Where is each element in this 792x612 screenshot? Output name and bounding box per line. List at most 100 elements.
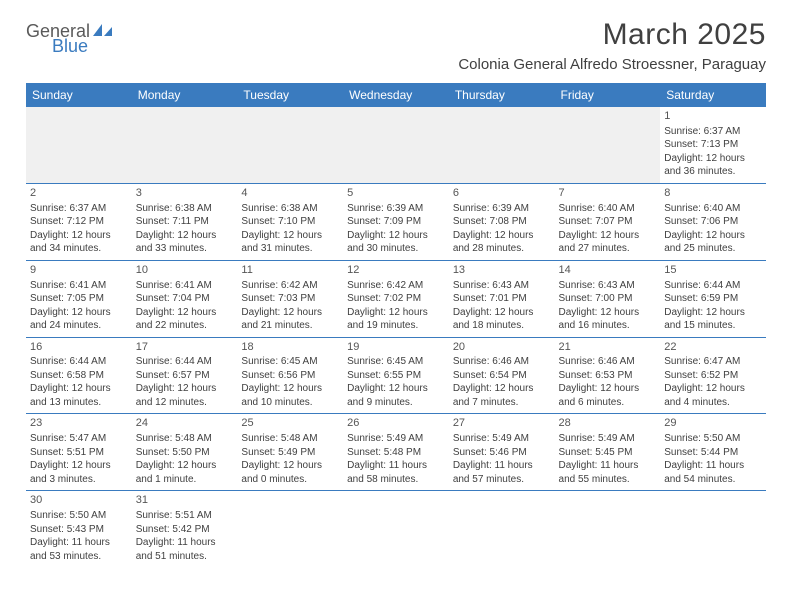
sunset-text: Sunset: 6:58 PM	[30, 369, 128, 383]
daylight-text: Daylight: 12 hours and 34 minutes.	[30, 229, 128, 256]
sunset-text: Sunset: 7:03 PM	[241, 292, 339, 306]
sunrise-text: Sunrise: 5:49 AM	[453, 432, 551, 446]
calendar-cell: 7Sunrise: 6:40 AMSunset: 7:07 PMDaylight…	[555, 183, 661, 260]
sunrise-text: Sunrise: 5:49 AM	[347, 432, 445, 446]
daylight-text: Daylight: 12 hours and 30 minutes.	[347, 229, 445, 256]
calendar-cell: 20Sunrise: 6:46 AMSunset: 6:54 PMDayligh…	[449, 337, 555, 414]
sunset-text: Sunset: 6:54 PM	[453, 369, 551, 383]
month-title: March 2025	[458, 18, 766, 52]
logo-text-bottom: Blue	[52, 36, 90, 57]
daylight-text: Daylight: 11 hours and 54 minutes.	[664, 459, 762, 486]
sunrise-text: Sunrise: 6:41 AM	[30, 279, 128, 293]
calendar-cell: 30Sunrise: 5:50 AMSunset: 5:43 PMDayligh…	[26, 491, 132, 567]
calendar-cell: 19Sunrise: 6:45 AMSunset: 6:55 PMDayligh…	[343, 337, 449, 414]
day-number: 15	[664, 263, 762, 278]
sunset-text: Sunset: 5:45 PM	[559, 446, 657, 460]
day-header: Friday	[555, 83, 661, 107]
daylight-text: Daylight: 12 hours and 12 minutes.	[136, 382, 234, 409]
calendar-cell	[343, 107, 449, 183]
calendar-week-row: 23Sunrise: 5:47 AMSunset: 5:51 PMDayligh…	[26, 414, 766, 491]
daylight-text: Daylight: 11 hours and 57 minutes.	[453, 459, 551, 486]
day-number: 17	[136, 340, 234, 355]
day-number: 23	[30, 416, 128, 431]
calendar-header-row: Sunday Monday Tuesday Wednesday Thursday…	[26, 83, 766, 107]
calendar-cell: 29Sunrise: 5:50 AMSunset: 5:44 PMDayligh…	[660, 414, 766, 491]
calendar-cell: 25Sunrise: 5:48 AMSunset: 5:49 PMDayligh…	[237, 414, 343, 491]
day-number: 18	[241, 340, 339, 355]
daylight-text: Daylight: 12 hours and 28 minutes.	[453, 229, 551, 256]
sunset-text: Sunset: 7:05 PM	[30, 292, 128, 306]
calendar-week-row: 30Sunrise: 5:50 AMSunset: 5:43 PMDayligh…	[26, 491, 766, 567]
day-number: 3	[136, 186, 234, 201]
calendar-cell: 18Sunrise: 6:45 AMSunset: 6:56 PMDayligh…	[237, 337, 343, 414]
sunrise-text: Sunrise: 6:46 AM	[559, 355, 657, 369]
sunset-text: Sunset: 7:09 PM	[347, 215, 445, 229]
day-number: 10	[136, 263, 234, 278]
daylight-text: Daylight: 12 hours and 36 minutes.	[664, 152, 762, 179]
sunset-text: Sunset: 7:10 PM	[241, 215, 339, 229]
daylight-text: Daylight: 12 hours and 13 minutes.	[30, 382, 128, 409]
sunrise-text: Sunrise: 6:47 AM	[664, 355, 762, 369]
sunset-text: Sunset: 5:49 PM	[241, 446, 339, 460]
calendar-week-row: 16Sunrise: 6:44 AMSunset: 6:58 PMDayligh…	[26, 337, 766, 414]
sunset-text: Sunset: 7:11 PM	[136, 215, 234, 229]
sunset-text: Sunset: 6:55 PM	[347, 369, 445, 383]
sunset-text: Sunset: 6:57 PM	[136, 369, 234, 383]
sunset-text: Sunset: 7:12 PM	[30, 215, 128, 229]
sunset-text: Sunset: 7:01 PM	[453, 292, 551, 306]
daylight-text: Daylight: 12 hours and 27 minutes.	[559, 229, 657, 256]
sunset-text: Sunset: 5:44 PM	[664, 446, 762, 460]
day-number: 12	[347, 263, 445, 278]
day-number: 5	[347, 186, 445, 201]
day-number: 20	[453, 340, 551, 355]
calendar-cell	[237, 491, 343, 567]
calendar-cell	[660, 491, 766, 567]
sunset-text: Sunset: 6:56 PM	[241, 369, 339, 383]
sunrise-text: Sunrise: 6:45 AM	[241, 355, 339, 369]
calendar-cell: 6Sunrise: 6:39 AMSunset: 7:08 PMDaylight…	[449, 183, 555, 260]
calendar-cell: 5Sunrise: 6:39 AMSunset: 7:09 PMDaylight…	[343, 183, 449, 260]
daylight-text: Daylight: 11 hours and 55 minutes.	[559, 459, 657, 486]
day-number: 31	[136, 493, 234, 508]
calendar-cell: 15Sunrise: 6:44 AMSunset: 6:59 PMDayligh…	[660, 260, 766, 337]
calendar-cell: 27Sunrise: 5:49 AMSunset: 5:46 PMDayligh…	[449, 414, 555, 491]
sunset-text: Sunset: 5:43 PM	[30, 523, 128, 537]
day-header: Thursday	[449, 83, 555, 107]
sunset-text: Sunset: 6:52 PM	[664, 369, 762, 383]
daylight-text: Daylight: 12 hours and 9 minutes.	[347, 382, 445, 409]
calendar-cell: 11Sunrise: 6:42 AMSunset: 7:03 PMDayligh…	[237, 260, 343, 337]
daylight-text: Daylight: 12 hours and 7 minutes.	[453, 382, 551, 409]
sunset-text: Sunset: 7:06 PM	[664, 215, 762, 229]
daylight-text: Daylight: 12 hours and 3 minutes.	[30, 459, 128, 486]
day-number: 14	[559, 263, 657, 278]
sunrise-text: Sunrise: 6:42 AM	[347, 279, 445, 293]
sunset-text: Sunset: 6:59 PM	[664, 292, 762, 306]
sunset-text: Sunset: 7:04 PM	[136, 292, 234, 306]
daylight-text: Daylight: 12 hours and 15 minutes.	[664, 306, 762, 333]
daylight-text: Daylight: 12 hours and 25 minutes.	[664, 229, 762, 256]
sunrise-text: Sunrise: 6:43 AM	[453, 279, 551, 293]
sunset-text: Sunset: 7:00 PM	[559, 292, 657, 306]
calendar-cell: 26Sunrise: 5:49 AMSunset: 5:48 PMDayligh…	[343, 414, 449, 491]
sunrise-text: Sunrise: 5:47 AM	[30, 432, 128, 446]
sunrise-text: Sunrise: 6:37 AM	[664, 125, 762, 139]
daylight-text: Daylight: 12 hours and 21 minutes.	[241, 306, 339, 333]
sunset-text: Sunset: 7:02 PM	[347, 292, 445, 306]
daylight-text: Daylight: 12 hours and 31 minutes.	[241, 229, 339, 256]
day-number: 26	[347, 416, 445, 431]
calendar-cell	[449, 107, 555, 183]
day-number: 21	[559, 340, 657, 355]
day-number: 7	[559, 186, 657, 201]
day-header: Saturday	[660, 83, 766, 107]
calendar-week-row: 1Sunrise: 6:37 AMSunset: 7:13 PMDaylight…	[26, 107, 766, 183]
calendar-cell: 2Sunrise: 6:37 AMSunset: 7:12 PMDaylight…	[26, 183, 132, 260]
calendar-cell	[26, 107, 132, 183]
daylight-text: Daylight: 12 hours and 4 minutes.	[664, 382, 762, 409]
sunset-text: Sunset: 7:07 PM	[559, 215, 657, 229]
calendar-table: Sunday Monday Tuesday Wednesday Thursday…	[26, 83, 766, 567]
calendar-cell: 31Sunrise: 5:51 AMSunset: 5:42 PMDayligh…	[132, 491, 238, 567]
sunrise-text: Sunrise: 6:39 AM	[347, 202, 445, 216]
calendar-cell: 12Sunrise: 6:42 AMSunset: 7:02 PMDayligh…	[343, 260, 449, 337]
sunrise-text: Sunrise: 6:40 AM	[664, 202, 762, 216]
day-number: 8	[664, 186, 762, 201]
